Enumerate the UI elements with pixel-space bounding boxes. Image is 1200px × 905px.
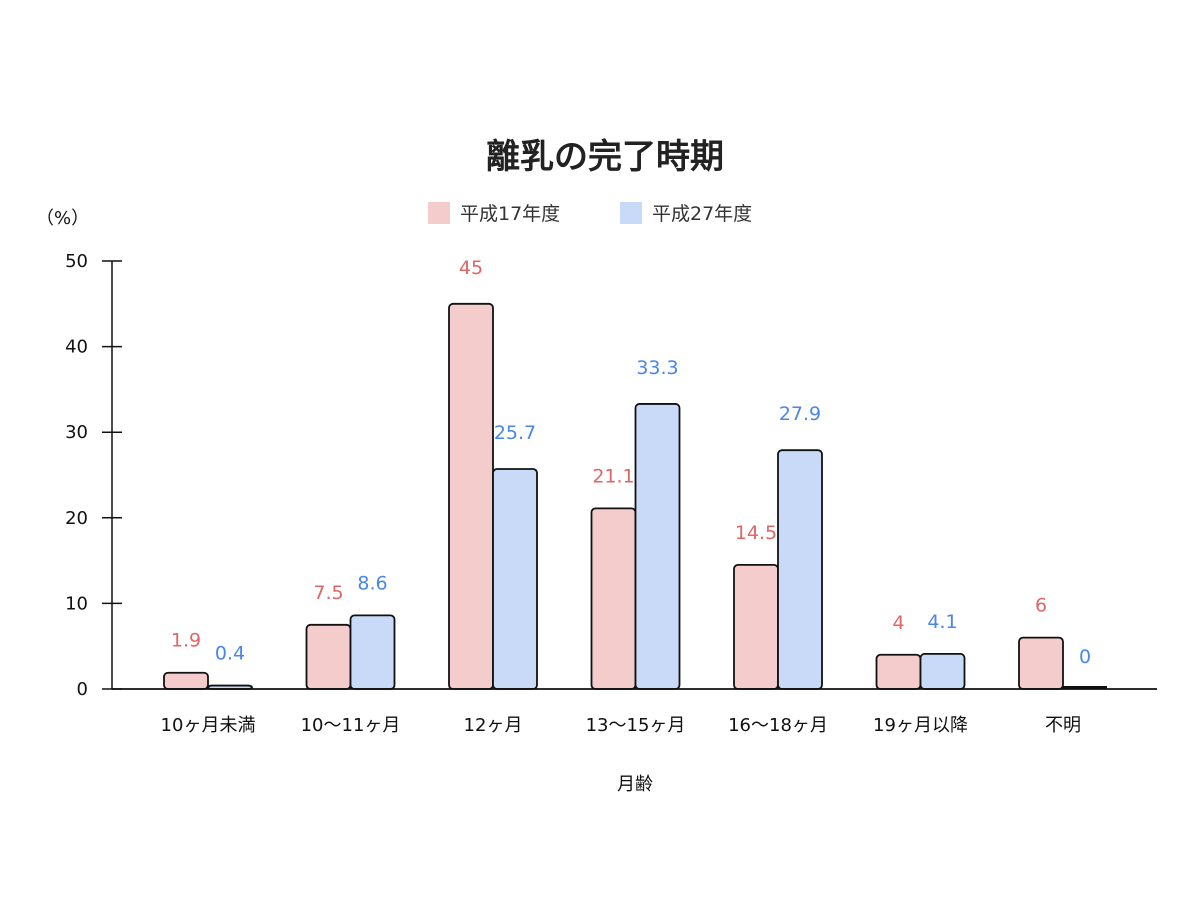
bar <box>305 623 352 690</box>
x-category-label: 12ヶ月 <box>464 715 523 736</box>
chart-title: 離乳の完了時期 <box>486 137 724 177</box>
bar <box>733 563 779 690</box>
data-label: 7.5 <box>313 582 343 604</box>
data-label: 8.6 <box>357 572 387 594</box>
x-category-label: 13〜15ヶ月 <box>586 715 686 736</box>
legend-label-2015: 平成27年度 <box>652 203 752 225</box>
data-label: 25.7 <box>494 422 536 444</box>
data-label: 45 <box>459 257 483 279</box>
legend: 平成17年度 平成27年度 <box>428 202 752 225</box>
bar <box>777 449 823 690</box>
bar <box>590 507 637 690</box>
x-category-label: 19ヶ月以降 <box>873 715 968 736</box>
data-label: 21.1 <box>592 465 634 487</box>
data-label: 6 <box>1035 595 1047 617</box>
bar <box>492 468 538 690</box>
data-label: 0.4 <box>215 643 245 665</box>
y-tick-label: 0 <box>77 679 88 700</box>
bar <box>1018 636 1064 690</box>
y-axis-unit: （%） <box>36 208 89 229</box>
x-category-label: 不明 <box>1045 715 1081 736</box>
bar <box>448 302 494 690</box>
bar <box>634 403 681 690</box>
bar <box>349 614 396 690</box>
data-label: 4 <box>892 612 904 634</box>
bar <box>919 653 966 690</box>
y-tick-label: 10 <box>65 593 88 614</box>
legend-swatch-2005 <box>428 202 450 224</box>
data-label: 0 <box>1079 646 1091 668</box>
legend-swatch-2015 <box>620 202 642 224</box>
y-tick-label: 40 <box>65 337 88 358</box>
y-tick-label: 50 <box>65 251 88 272</box>
legend-label-2005: 平成17年度 <box>460 203 560 225</box>
data-label: 1.9 <box>171 630 201 652</box>
x-category-label: 16〜18ヶ月 <box>728 715 828 736</box>
bar <box>163 671 209 690</box>
x-category-label: 10ヶ月未満 <box>161 715 256 736</box>
data-label: 33.3 <box>636 357 678 379</box>
data-label: 4.1 <box>927 611 957 633</box>
y-tick-label: 20 <box>65 508 88 529</box>
data-label: 14.5 <box>735 522 777 544</box>
bar <box>875 653 922 690</box>
x-category-label: 10〜11ヶ月 <box>301 715 401 736</box>
data-label: 27.9 <box>779 403 821 425</box>
x-axis-title: 月齢 <box>617 774 653 795</box>
y-tick-label: 30 <box>65 422 88 443</box>
